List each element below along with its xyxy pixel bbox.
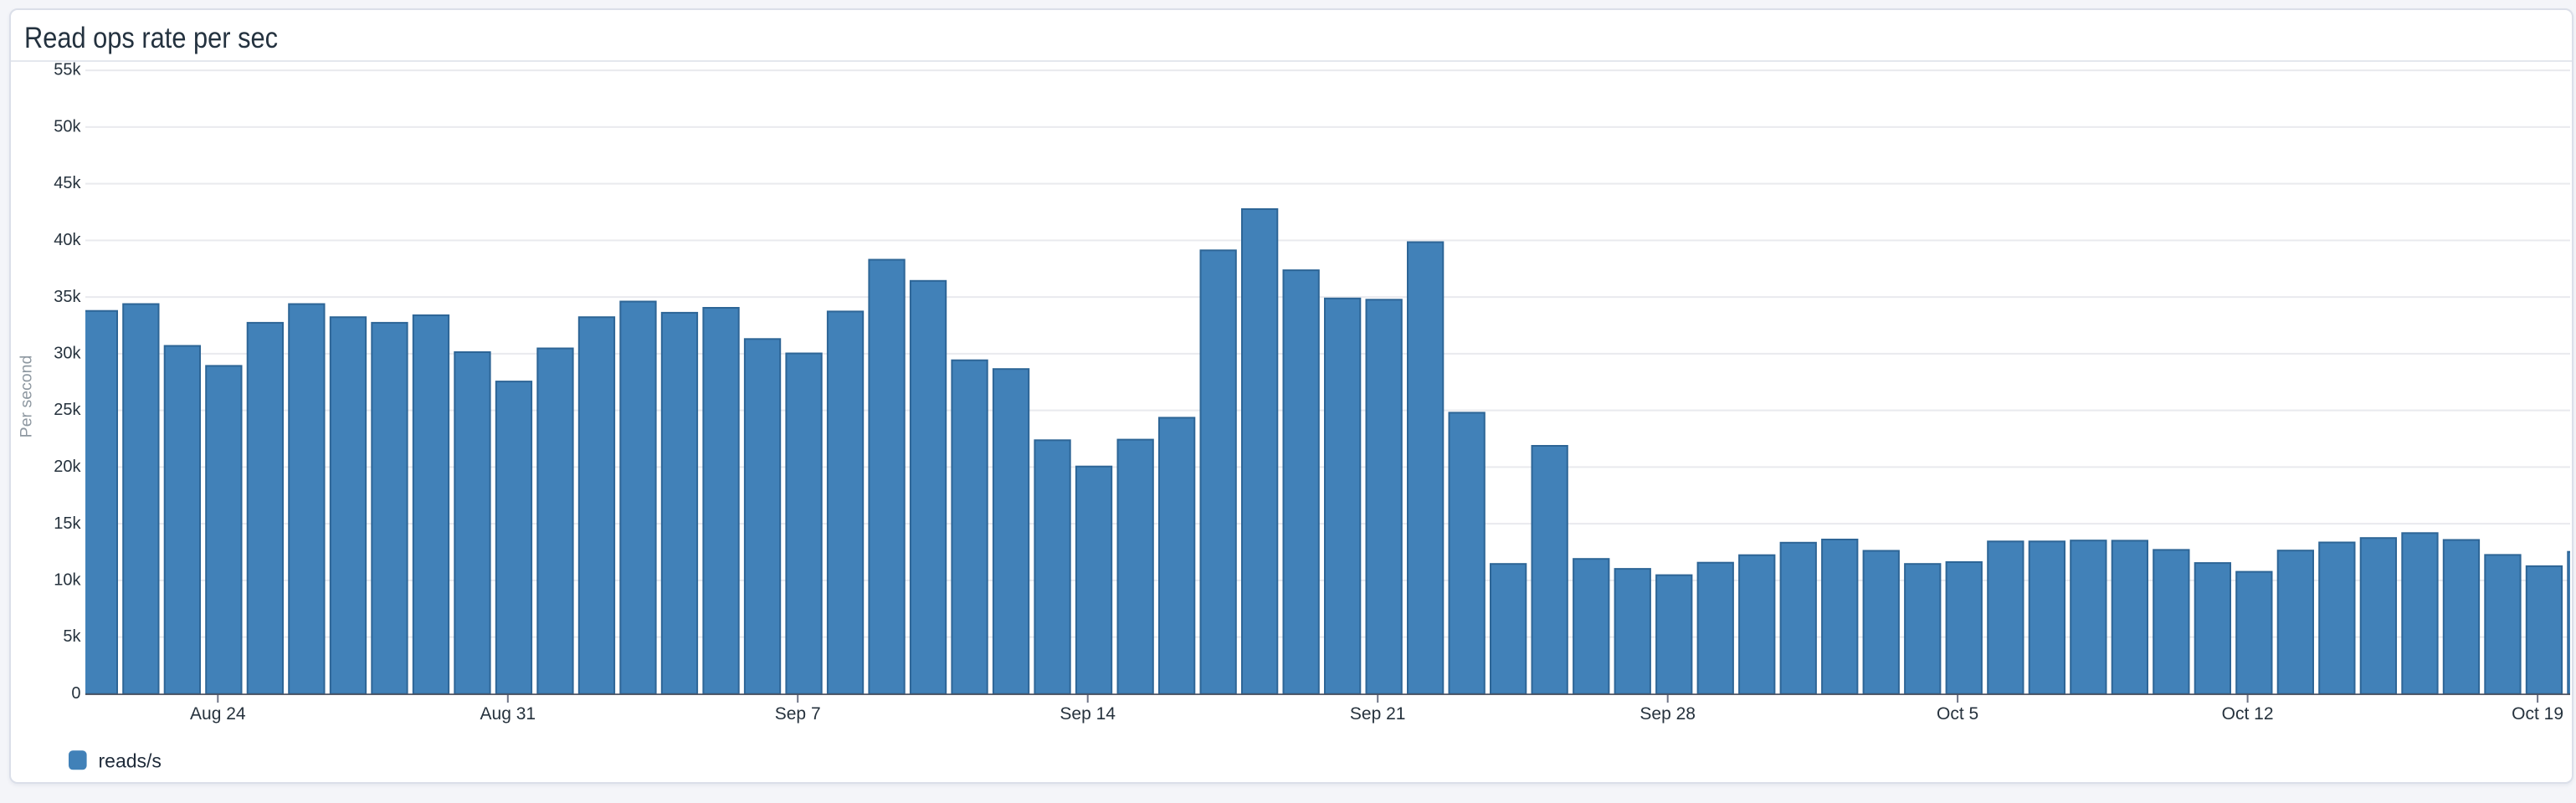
svg-text:Aug 24: Aug 24 (190, 704, 246, 724)
svg-text:20k: 20k (54, 458, 81, 476)
svg-text:Sep 14: Sep 14 (1060, 704, 1116, 724)
svg-text:30k: 30k (54, 345, 81, 363)
svg-text:45k: 45k (54, 174, 81, 192)
svg-text:5k: 5k (63, 627, 81, 646)
svg-text:Read ops rate per sec: Read ops rate per sec (24, 22, 278, 54)
svg-text:50k: 50k (54, 118, 81, 136)
svg-text:Sep 28: Sep 28 (1640, 704, 1696, 724)
svg-text:15k: 15k (54, 514, 81, 533)
svg-text:40k: 40k (54, 231, 81, 249)
svg-text:Oct 5: Oct 5 (1937, 704, 1978, 724)
svg-text:Oct 12: Oct 12 (2222, 704, 2274, 724)
svg-text:35k: 35k (54, 288, 81, 306)
svg-text:Oct 19: Oct 19 (2512, 704, 2563, 724)
svg-text:Per second: Per second (17, 355, 35, 438)
svg-text:Sep 21: Sep 21 (1350, 704, 1406, 724)
svg-text:0: 0 (71, 684, 80, 703)
svg-text:Aug 31: Aug 31 (480, 704, 536, 724)
svg-text:Sep 7: Sep 7 (775, 704, 821, 724)
svg-text:55k: 55k (54, 61, 81, 79)
svg-text:10k: 10k (54, 571, 81, 590)
svg-text:25k: 25k (54, 401, 81, 419)
svg-text:reads/s: reads/s (99, 750, 162, 772)
